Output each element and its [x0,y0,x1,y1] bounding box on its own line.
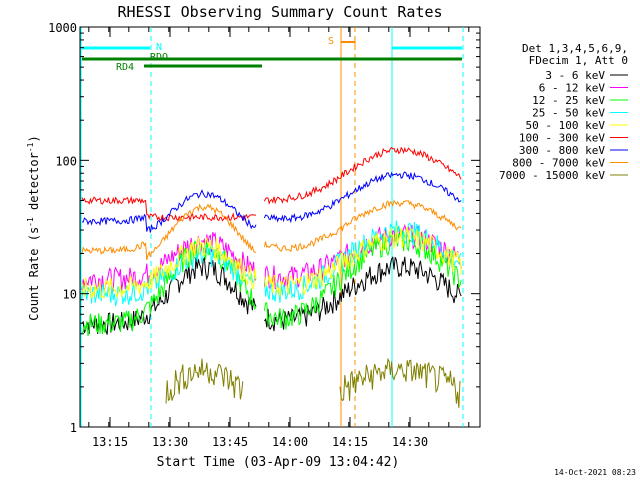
series-line-6 [81,146,462,223]
y-axis-label-main: Count Rate (s [27,227,41,321]
x-tick-label: 14:30 [392,435,428,449]
y-tick-label: 10 [63,288,77,302]
series-line-7 [81,171,462,233]
series-line-4 [81,220,462,307]
legend-label: 7000 - 15000 keV [499,169,605,182]
flag-label-n: N [156,42,162,53]
y-tick-label: 1000 [48,21,77,35]
legend-label: 300 - 800 keV [519,144,605,157]
y-tick-label: 100 [55,154,77,168]
legend-label: 3 - 6 keV [545,69,605,82]
legend-label: 800 - 7000 keV [512,157,605,170]
x-tick-label: 14:00 [272,435,308,449]
x-tick-label: 13:30 [152,435,188,449]
legend-header-1: Det 1,3,4,5,6,9, [522,42,628,55]
series-group [81,146,462,408]
legend-label: 6 - 12 keV [539,82,606,95]
flag-label-rd4: RD4 [116,62,134,73]
y-axis-label-end: ) [27,135,41,142]
interval-markers [80,27,464,427]
x-tick-label: 14:15 [332,435,368,449]
y-axis-label-mid: detector [27,152,41,217]
x-axis-label: Start Time (03-Apr-09 13:04:42) [157,455,400,470]
y-tick-label: 1 [70,421,77,435]
legend-header-2: FDecim 1, Att 0 [529,54,628,67]
timestamp: 14-Oct-2021 08:23 [554,468,636,477]
flag-label-rdo: RDO [150,52,168,63]
legend-label: 100 - 300 keV [519,132,605,145]
series-line-1 [81,256,462,335]
x-tick-label: 13:45 [212,435,248,449]
y-axis-label-sup1: -1 [26,217,35,227]
plot-frame [79,26,481,428]
y-axis-label: Count Rate (s-1 detector-1) [26,135,41,320]
x-tick-label: 13:15 [92,435,128,449]
flag-bars [82,38,462,68]
chart-title: RHESSI Observing Summary Count Rates [117,3,442,21]
y-axis-label-sup2: -1 [26,142,35,152]
series-line-9 [165,357,461,408]
flag-label-s: S [328,36,334,47]
series-line-5 [81,225,462,299]
legend-label: 12 - 25 keV [532,94,605,107]
series-line-8 [81,199,462,261]
legend-label: 25 - 50 keV [532,107,605,120]
y-axis: 1 10 100 1000 [48,21,480,435]
legend-label: 50 - 100 keV [526,119,606,132]
x-axis: 13:15 13:30 13:45 14:00 14:15 14:30 [88,27,470,449]
